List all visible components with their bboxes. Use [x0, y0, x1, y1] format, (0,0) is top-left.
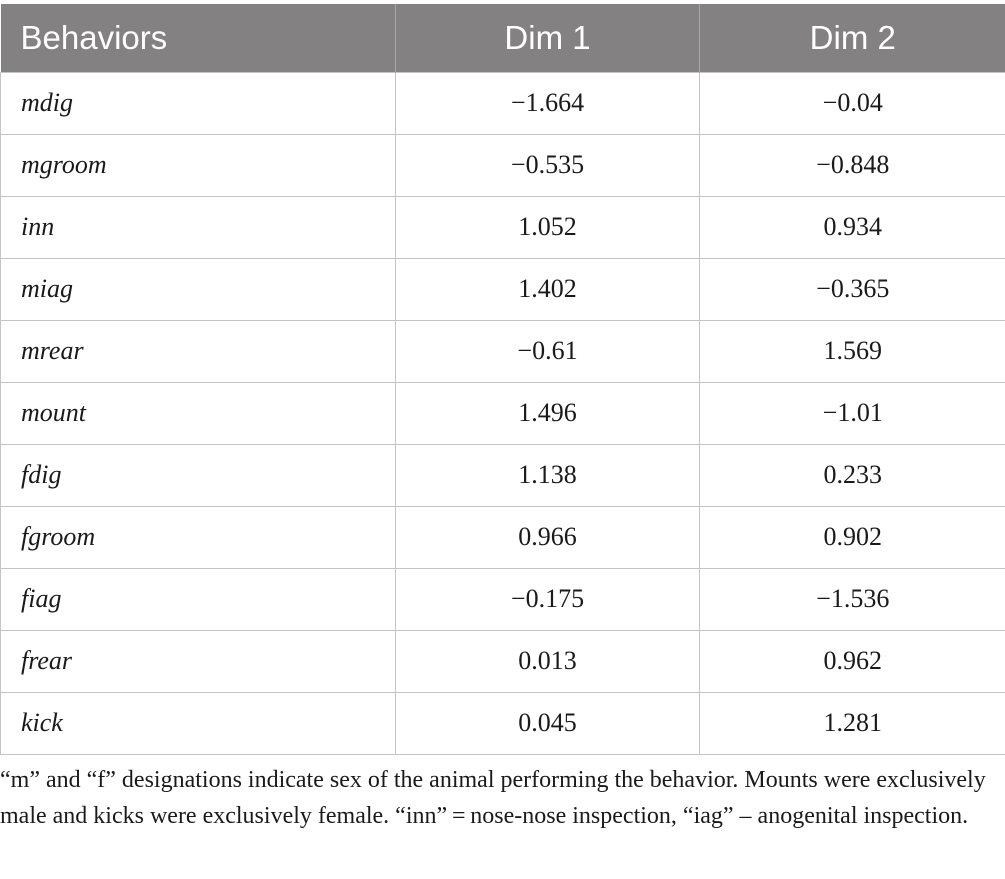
table-header: Behaviors Dim 1 Dim 2 [0, 4, 1005, 72]
header-dim-2: Dim 2 [809, 18, 896, 56]
table-row: mrear −0.61 1.569 [0, 319, 1005, 383]
dim1-cell: 1.138 [395, 443, 700, 507]
behavior-cell: kick [0, 691, 396, 755]
table-row: miag 1.402 −0.365 [0, 257, 1005, 321]
table-body: mdig −1.664 −0.04 mgroom −0.535 −0.848 i… [0, 71, 1005, 755]
dim1-cell: 0.966 [395, 505, 700, 569]
dim2-cell: −0.04 [699, 71, 1005, 135]
behavior-cell: fdig [0, 443, 396, 507]
table-row: fgroom 0.966 0.902 [0, 505, 1005, 569]
dim2-cell: 1.569 [699, 319, 1005, 383]
dim1-cell: 0.013 [395, 629, 700, 693]
behavior-cell: mgroom [0, 133, 396, 197]
dim2-cell: 1.281 [699, 691, 1005, 755]
dim2-cell: −1.01 [699, 381, 1005, 445]
table-row: inn 1.052 0.934 [0, 195, 1005, 259]
behavior-cell: mrear [0, 319, 396, 383]
behavior-cell: fiag [0, 567, 396, 631]
dim1-cell: 0.045 [395, 691, 700, 755]
dim2-cell: 0.233 [699, 443, 1005, 507]
behavior-cell: miag [0, 257, 396, 321]
behavior-dimensions-table: Behaviors Dim 1 Dim 2 mdig −1.664 −0.04 … [0, 4, 1005, 755]
dim2-cell: −0.365 [699, 257, 1005, 321]
behavior-cell: mdig [0, 71, 396, 135]
dim2-cell: −1.536 [699, 567, 1005, 631]
table-row: mount 1.496 −1.01 [0, 381, 1005, 445]
behavior-cell: fgroom [0, 505, 396, 569]
dim2-cell: 0.902 [699, 505, 1005, 569]
dim2-cell: 0.962 [699, 629, 1005, 693]
table-row: fiag −0.175 −1.536 [0, 567, 1005, 631]
table-row: mdig −1.664 −0.04 [0, 71, 1005, 135]
table-row: kick 0.045 1.281 [0, 691, 1005, 755]
dim1-cell: 1.496 [395, 381, 700, 445]
dim1-cell: −0.535 [395, 133, 700, 197]
dim1-cell: 1.402 [395, 257, 700, 321]
table-row: fdig 1.138 0.233 [0, 443, 1005, 507]
behavior-cell: inn [0, 195, 396, 259]
table-footnote: “m” and “f” designations indicate sex of… [0, 767, 986, 829]
header-dim-1: Dim 1 [395, 4, 700, 72]
dim1-cell: −1.664 [395, 71, 700, 135]
header-behaviors: Behaviors [0, 4, 396, 72]
table-row: mgroom −0.535 −0.848 [0, 133, 1005, 197]
header-row: Behaviors Dim 1 Dim 2 [0, 4, 1005, 72]
dim2-cell: −0.848 [699, 133, 1005, 197]
behavior-cell: frear [0, 629, 396, 693]
dim1-cell: −0.61 [395, 319, 700, 383]
behavior-cell: mount [0, 381, 396, 445]
dim1-cell: 1.052 [395, 195, 700, 259]
dim2-cell: 0.934 [699, 195, 1005, 259]
dim1-cell: −0.175 [395, 567, 700, 631]
table-row: frear 0.013 0.962 [0, 629, 1005, 693]
